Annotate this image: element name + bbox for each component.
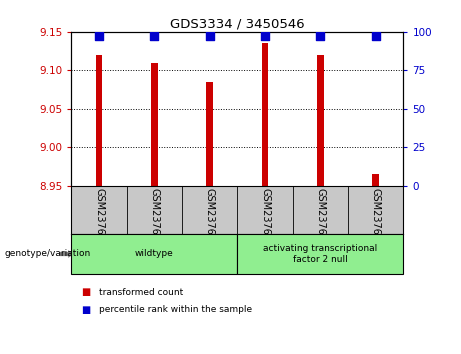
Text: ■: ■ bbox=[81, 287, 90, 297]
Bar bbox=[96, 55, 102, 185]
Text: ■: ■ bbox=[81, 305, 90, 315]
Point bbox=[95, 34, 103, 39]
FancyArrow shape bbox=[60, 250, 74, 258]
Bar bbox=[207, 82, 213, 185]
Bar bbox=[262, 44, 268, 185]
Text: GSM237610: GSM237610 bbox=[315, 188, 325, 247]
Text: GSM237607: GSM237607 bbox=[149, 188, 160, 247]
Text: GSM237608: GSM237608 bbox=[205, 188, 215, 247]
Title: GDS3334 / 3450546: GDS3334 / 3450546 bbox=[170, 18, 305, 31]
Text: percentile rank within the sample: percentile rank within the sample bbox=[99, 305, 252, 314]
Point bbox=[151, 34, 158, 39]
Text: GSM237609: GSM237609 bbox=[260, 188, 270, 247]
Text: genotype/variation: genotype/variation bbox=[5, 250, 91, 258]
Text: wildtype: wildtype bbox=[135, 250, 174, 258]
Bar bbox=[151, 63, 158, 185]
Text: GSM237611: GSM237611 bbox=[371, 188, 381, 247]
Text: activating transcriptional
factor 2 null: activating transcriptional factor 2 null bbox=[263, 244, 378, 264]
Bar bbox=[372, 174, 379, 185]
Point bbox=[206, 34, 213, 39]
Text: transformed count: transformed count bbox=[99, 287, 183, 297]
Point bbox=[261, 34, 269, 39]
Bar bbox=[317, 55, 324, 185]
Text: GSM237606: GSM237606 bbox=[94, 188, 104, 247]
Point bbox=[317, 34, 324, 39]
Point bbox=[372, 34, 379, 39]
